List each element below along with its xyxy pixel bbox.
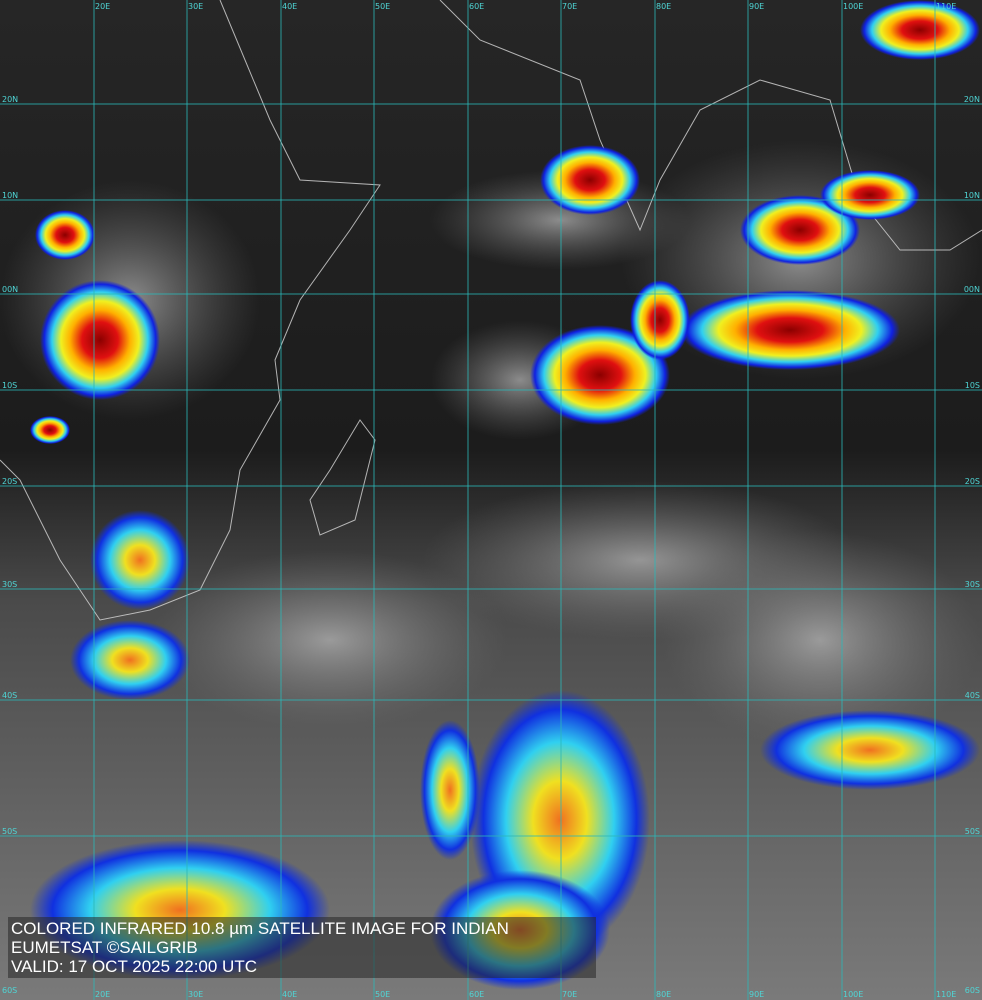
caption: COLORED INFRARED 10.8 µm SATELLITE IMAGE… <box>8 917 596 978</box>
lat-label: 60S <box>2 986 17 995</box>
lon-label: 60E <box>469 2 484 11</box>
lon-label: 70E <box>562 990 577 999</box>
lon-label: 80E <box>656 2 671 11</box>
lat-label: 40S <box>2 691 17 700</box>
lon-label: 100E <box>843 990 863 999</box>
lon-label: 110E <box>936 2 956 11</box>
lon-label: 60E <box>469 990 484 999</box>
lon-label: 40E <box>282 2 297 11</box>
lat-label: 50S <box>965 827 980 836</box>
lat-label: 10N <box>2 191 18 200</box>
lon-label: 80E <box>656 990 671 999</box>
lon-label: 70E <box>562 2 577 11</box>
lat-label: 20S <box>2 477 17 486</box>
caption-line: EUMETSAT ©SAILGRIB <box>11 938 198 957</box>
lat-label: 30S <box>2 580 17 589</box>
lon-label: 110E <box>936 990 956 999</box>
lat-label: 20S <box>965 477 980 486</box>
lat-label: 20N <box>2 95 18 104</box>
lon-label: 20E <box>95 2 110 11</box>
lon-label: 90E <box>749 2 764 11</box>
lon-label: 100E <box>843 2 863 11</box>
lat-label: 60S <box>965 986 980 995</box>
lat-label: 40S <box>965 691 980 700</box>
lat-label: 10S <box>965 381 980 390</box>
caption-line: COLORED INFRARED 10.8 µm SATELLITE IMAGE… <box>11 919 509 938</box>
lat-label: 10N <box>964 191 980 200</box>
lon-label: 30E <box>188 990 203 999</box>
lon-label: 90E <box>749 990 764 999</box>
lat-label: 20N <box>964 95 980 104</box>
lat-label: 10S <box>2 381 17 390</box>
lon-label: 50E <box>375 990 390 999</box>
caption-line: VALID: 17 OCT 2025 22:00 UTC <box>11 957 257 976</box>
lat-label: 30S <box>965 580 980 589</box>
lon-label: 20E <box>95 990 110 999</box>
lat-label: 00N <box>2 285 18 294</box>
coastlines <box>0 0 982 621</box>
lat-label: 00N <box>964 285 980 294</box>
lon-label: 40E <box>282 990 297 999</box>
lon-label: 30E <box>188 2 203 11</box>
lon-label: 50E <box>375 2 390 11</box>
lat-label: 50S <box>2 827 17 836</box>
